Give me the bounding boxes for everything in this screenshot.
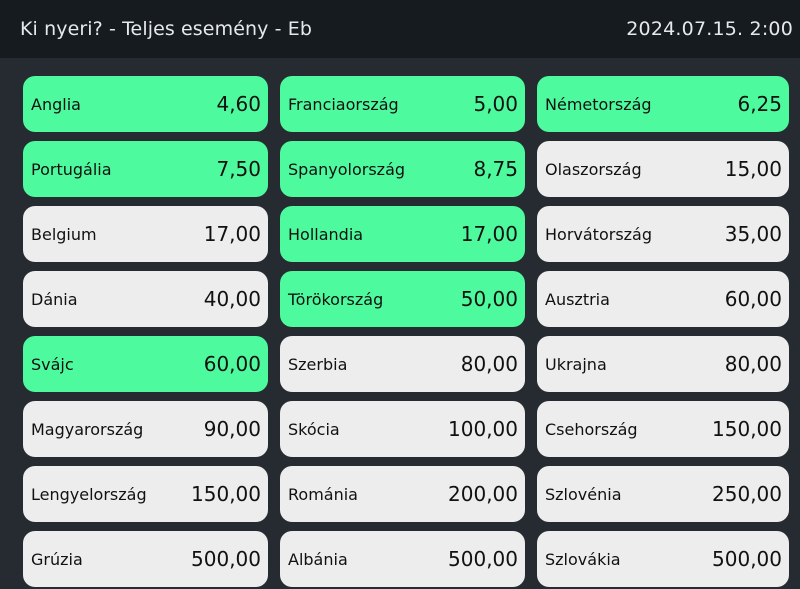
team-name: Hollandia <box>288 224 364 244</box>
team-name: Svájc <box>31 354 74 374</box>
odds-value: 80,00 <box>724 352 782 376</box>
selection-tile[interactable]: Belgium 17,00 <box>23 206 268 262</box>
odds-value: 150,00 <box>712 417 782 441</box>
team-name: Dánia <box>31 289 78 309</box>
selection-tile[interactable]: Franciaország 5,00 <box>280 76 525 132</box>
odds-value: 100,00 <box>448 417 518 441</box>
odds-value: 5,00 <box>473 92 518 116</box>
team-name: Horvátország <box>545 224 653 244</box>
team-name: Albánia <box>288 549 348 569</box>
selection-tile[interactable]: Németország 6,25 <box>537 76 789 132</box>
selection-tile[interactable]: Szerbia 80,00 <box>280 336 525 392</box>
team-name: Belgium <box>31 224 97 244</box>
team-name: Magyarország <box>31 419 144 439</box>
selection-tile[interactable]: Portugália 7,50 <box>23 141 268 197</box>
team-name: Anglia <box>31 94 81 114</box>
odds-value: 8,75 <box>473 157 518 181</box>
selection-tile[interactable]: Hollandia 17,00 <box>280 206 525 262</box>
team-name: Ausztria <box>545 289 610 309</box>
odds-value: 500,00 <box>712 547 782 571</box>
selection-tile[interactable]: Albánia 500,00 <box>280 531 525 587</box>
selection-tile[interactable]: Dánia 40,00 <box>23 271 268 327</box>
selection-tile[interactable]: Törökország 50,00 <box>280 271 525 327</box>
odds-value: 90,00 <box>203 417 261 441</box>
selection-tile[interactable]: Csehország 150,00 <box>537 401 789 457</box>
selection-tile[interactable]: Grúzia 500,00 <box>23 531 268 587</box>
odds-value: 7,50 <box>216 157 261 181</box>
odds-value: 500,00 <box>191 547 261 571</box>
selection-tile[interactable]: Spanyolország 8,75 <box>280 141 525 197</box>
team-name: Portugália <box>31 159 112 179</box>
team-name: Szerbia <box>288 354 348 374</box>
selection-tile[interactable]: Magyarország 90,00 <box>23 401 268 457</box>
odds-value: 80,00 <box>460 352 518 376</box>
team-name: Grúzia <box>31 549 83 569</box>
odds-value: 4,60 <box>216 92 261 116</box>
team-name: Németország <box>545 94 652 114</box>
odds-value: 200,00 <box>448 482 518 506</box>
team-name: Skócia <box>288 419 340 439</box>
selection-tile[interactable]: Szlovákia 500,00 <box>537 531 789 587</box>
selection-tile[interactable]: Horvátország 35,00 <box>537 206 789 262</box>
selection-tile[interactable]: Szlovénia 250,00 <box>537 466 789 522</box>
selection-tile[interactable]: Svájc 60,00 <box>23 336 268 392</box>
team-name: Spanyolország <box>288 159 406 179</box>
odds-value: 35,00 <box>724 222 782 246</box>
odds-value: 15,00 <box>724 157 782 181</box>
odds-value: 500,00 <box>448 547 518 571</box>
team-name: Csehország <box>545 419 638 439</box>
odds-value: 40,00 <box>203 287 261 311</box>
team-name: Ukrajna <box>545 354 607 374</box>
header-bar: Ki nyeri? - Teljes esemény - Eb 2024.07.… <box>0 0 800 58</box>
odds-value: 17,00 <box>460 222 518 246</box>
selection-tile[interactable]: Olaszország 15,00 <box>537 141 789 197</box>
team-name: Románia <box>288 484 358 504</box>
selection-tile[interactable]: Románia 200,00 <box>280 466 525 522</box>
team-name: Lengyelország <box>31 484 147 504</box>
team-name: Szlovénia <box>545 484 622 504</box>
selection-tile[interactable]: Skócia 100,00 <box>280 401 525 457</box>
selection-tile[interactable]: Ausztria 60,00 <box>537 271 789 327</box>
odds-value: 60,00 <box>724 287 782 311</box>
team-name: Franciaország <box>288 94 399 114</box>
odds-value: 150,00 <box>191 482 261 506</box>
selection-grid: Anglia 4,60 Franciaország 5,00 Németország… <box>23 76 789 587</box>
team-name: Szlovákia <box>545 549 621 569</box>
odds-value: 17,00 <box>203 222 261 246</box>
selection-tile[interactable]: Anglia 4,60 <box>23 76 268 132</box>
odds-value: 250,00 <box>712 482 782 506</box>
odds-value: 50,00 <box>460 287 518 311</box>
odds-value: 6,25 <box>737 92 782 116</box>
odds-value: 60,00 <box>203 352 261 376</box>
team-name: Olaszország <box>545 159 642 179</box>
event-title: Ki nyeri? - Teljes esemény - Eb <box>20 18 312 40</box>
event-datetime: 2024.07.15. 2:00 <box>626 18 793 40</box>
team-name: Törökország <box>288 289 384 309</box>
selection-tile[interactable]: Ukrajna 80,00 <box>537 336 789 392</box>
selection-tile[interactable]: Lengyelország 150,00 <box>23 466 268 522</box>
